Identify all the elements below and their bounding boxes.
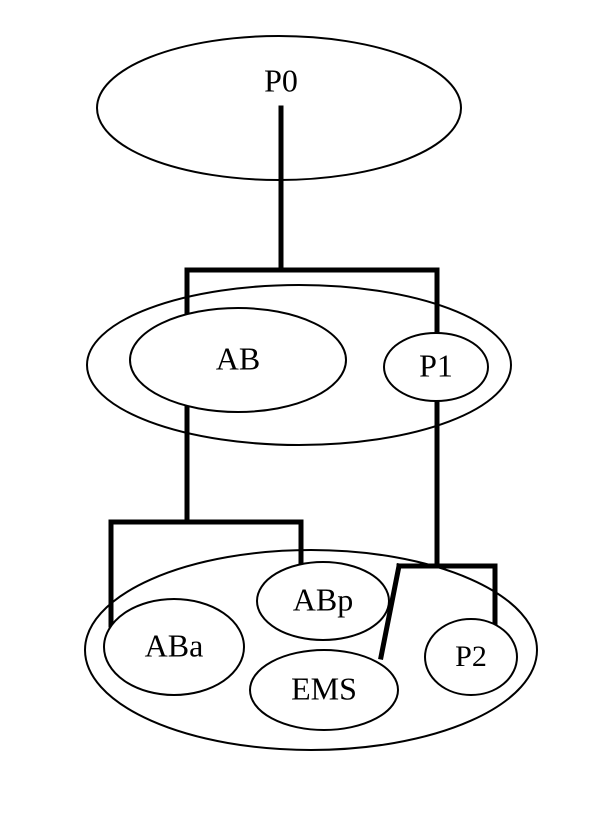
cell-label: P2 <box>455 640 487 673</box>
cell-label: EMS <box>291 670 357 706</box>
cell-label: ABp <box>293 581 353 617</box>
cell-label: AB <box>216 340 260 376</box>
lineage-tree-diagram: P0 AB P1 ABa ABp EMS P2 <box>0 0 600 815</box>
cell-label: ABa <box>145 627 204 663</box>
cell-label: P0 <box>264 62 298 98</box>
cell-label: P1 <box>419 347 453 383</box>
